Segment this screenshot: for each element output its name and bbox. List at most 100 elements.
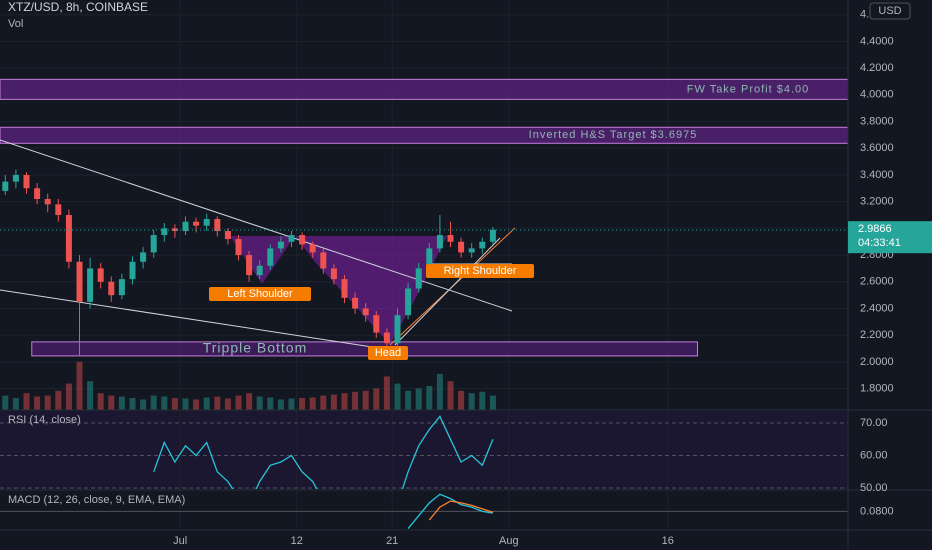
pattern-label: Head	[375, 347, 401, 359]
y-tick-label: 60.00	[860, 449, 888, 461]
volume-bar	[203, 397, 210, 410]
volume-bar	[394, 383, 401, 410]
volume-bar	[320, 395, 327, 410]
last-price-badge	[848, 221, 932, 254]
y-tick-label: 2.8000	[860, 249, 894, 261]
volume-bar	[23, 393, 30, 410]
symbol-title: XTZ/USD, 8h, COINBASE	[8, 0, 148, 14]
candle-body	[394, 315, 401, 344]
trend-line	[0, 289, 393, 351]
volume-bar	[129, 398, 136, 410]
currency-badge[interactable]	[869, 2, 911, 20]
volume-bar	[405, 390, 412, 410]
candle-body	[193, 221, 200, 226]
volume-bar	[330, 394, 337, 410]
candle-body	[299, 235, 306, 245]
volume-bar	[161, 396, 168, 410]
y-tick-label: 3.4000	[860, 169, 894, 181]
candle-body	[171, 228, 178, 232]
candle-body	[383, 332, 390, 344]
volume-bar	[458, 390, 465, 410]
x-tick-label: 21	[386, 535, 398, 547]
candle-body	[479, 241, 486, 249]
x-tick-label: 12	[291, 535, 303, 547]
candle-body	[436, 235, 443, 249]
x-tick-label: Aug	[499, 535, 519, 547]
rsi-line	[153, 415, 494, 489]
candle-body	[415, 268, 422, 289]
volume-bar	[65, 383, 72, 410]
rsi-line-group	[153, 415, 494, 489]
y-tick-label: 1.8000	[860, 383, 894, 395]
volume-bar	[2, 395, 9, 410]
y-tick-label: 4.4000	[860, 35, 894, 47]
candle-body	[362, 308, 369, 316]
x-tick-label: 16	[662, 535, 674, 547]
candle-body	[405, 288, 412, 316]
candle-body	[330, 268, 337, 280]
candle-body	[65, 215, 72, 262]
candle-body	[235, 239, 242, 256]
volume-bar	[76, 362, 83, 410]
grid	[0, 0, 848, 530]
candle-body	[87, 268, 94, 302]
y-tick-label: 2.2000	[860, 329, 894, 341]
candle-body	[182, 221, 189, 232]
labels: 1.80002.00002.20002.40002.60002.80003.00…	[0, 9, 932, 547]
candle-body	[458, 241, 465, 253]
candle-body	[118, 279, 125, 296]
candle-body	[203, 219, 210, 226]
signal-line-group	[428, 500, 494, 521]
candle-body	[2, 181, 9, 191]
trend-line	[0, 139, 513, 312]
candle-body	[140, 252, 147, 262]
pattern-label-bg	[209, 287, 311, 301]
volume-bar	[489, 395, 496, 410]
y-tick-label: 4.0000	[860, 89, 894, 101]
volume-bar	[246, 393, 253, 410]
volume-bar	[118, 396, 125, 410]
volume-bar	[288, 398, 295, 410]
candle-body	[44, 198, 51, 205]
volume-bar	[362, 390, 369, 410]
candle-body	[224, 231, 231, 240]
y-tick-label: 3.2000	[860, 196, 894, 208]
volume-bar	[108, 395, 115, 410]
y-tick-label: 50.00	[860, 482, 888, 494]
volume-bar	[224, 398, 231, 410]
volume-bar	[256, 396, 263, 410]
hs-pattern	[230, 236, 447, 345]
zones: FW Take Profit $4.00 Inverted H&S Target …	[0, 78, 849, 357]
candle-body	[129, 261, 136, 280]
candle-body	[214, 219, 221, 232]
volume-bar	[341, 393, 348, 410]
volume-bar	[447, 381, 454, 410]
candle-body	[256, 265, 263, 276]
y-tick-label: 70.00	[860, 417, 888, 429]
y-tick-label: 0.0800	[860, 505, 894, 517]
volume-bar	[373, 388, 380, 410]
volume-label: Vol	[8, 18, 23, 30]
volume-bar	[479, 391, 486, 410]
signal-line	[428, 500, 494, 521]
last-price: 2.9866	[858, 223, 892, 235]
volume-bar	[468, 393, 475, 410]
candle-body	[373, 315, 380, 333]
candle-body	[309, 244, 316, 253]
pattern-label-bg	[368, 346, 408, 360]
zone-label: Inverted H&S Target $3.6975	[529, 129, 698, 141]
candle-body	[23, 174, 30, 189]
y-tick-label: 4.2000	[860, 62, 894, 74]
currency[interactable]: USD	[878, 5, 901, 17]
indicators	[153, 415, 494, 530]
pattern-label: Left Shoulder	[227, 288, 293, 300]
candles	[2, 169, 496, 356]
volume-bar	[436, 374, 443, 410]
zone-label: Tripple Bottom	[203, 340, 308, 356]
rsi-band	[0, 411, 848, 489]
y-tick-label: 2.0000	[860, 356, 894, 368]
candle-body	[352, 297, 359, 309]
candle-body	[55, 204, 62, 216]
y-tick-label: 3.6000	[860, 142, 894, 154]
